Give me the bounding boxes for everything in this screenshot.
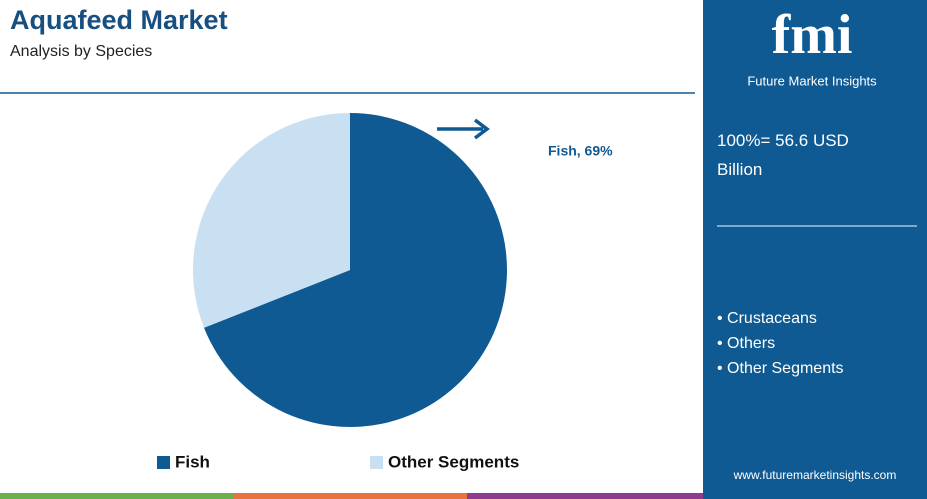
legend-label: Other Segments xyxy=(388,452,519,471)
pie-slice xyxy=(193,113,350,328)
segment-item: Other Segments xyxy=(717,360,844,378)
arrow xyxy=(437,118,490,140)
side-panel xyxy=(703,0,927,493)
stripe xyxy=(467,493,703,499)
chart-title: Aquafeed Market xyxy=(10,5,228,35)
chart-subtitle: Analysis by Species xyxy=(10,43,152,60)
legend-label: Fish xyxy=(175,452,210,471)
pie-slice xyxy=(204,113,507,427)
stripe xyxy=(0,493,233,499)
total-note: 100%= 56.6 USD Billion xyxy=(717,131,849,179)
stripe xyxy=(233,493,467,499)
brand-name: Future Market Insights xyxy=(747,73,877,88)
website: www.futuremarketinsights.com xyxy=(733,468,897,482)
segment-item: Crustaceans xyxy=(717,310,817,328)
segment-item: Others xyxy=(717,335,775,353)
legend-swatch xyxy=(370,456,383,469)
stripe xyxy=(703,493,927,499)
legend-swatch xyxy=(157,456,170,469)
data-label: Fish, 69% xyxy=(548,143,613,159)
logo: fmi xyxy=(772,4,853,66)
